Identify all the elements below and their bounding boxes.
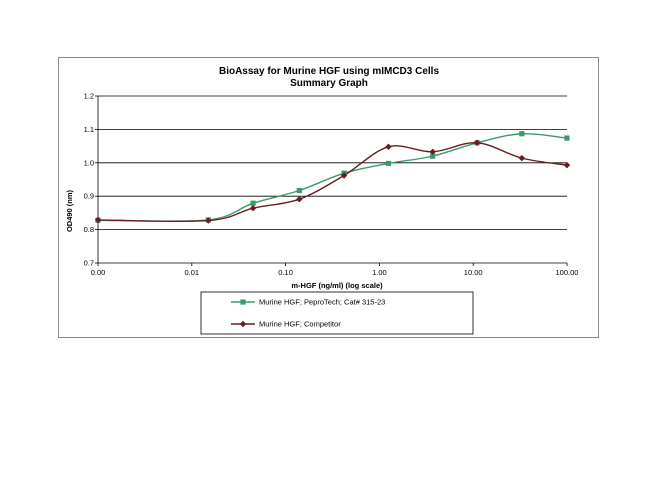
series-2-point xyxy=(296,196,303,203)
series-1-point xyxy=(385,160,392,167)
series-lines xyxy=(97,132,568,223)
legend-swatch-marker-2 xyxy=(239,320,247,328)
series-1-point xyxy=(430,153,436,159)
series-1-point xyxy=(250,200,256,206)
series-1-point xyxy=(296,187,302,194)
axes xyxy=(95,95,568,266)
chart-svg: BioAssay for Murine HGF using mIMCD3 Cel… xyxy=(65,66,579,335)
series-1-point xyxy=(564,135,570,141)
series-2-point xyxy=(473,139,481,146)
series-2-point xyxy=(429,148,436,155)
series-2-point xyxy=(94,216,102,224)
series-2-point xyxy=(205,217,212,224)
x-axis-label: m-HGF (ng/ml) (log scale) xyxy=(291,281,383,290)
chart-subtitle: Summary Graph xyxy=(290,78,368,89)
y-tick-labels: 0.7 0.8 0.9 1.0 1.1 1.2 xyxy=(84,92,94,268)
y-tick-label: 0.9 xyxy=(84,192,94,201)
series-2-point xyxy=(340,172,348,179)
legend-swatch-marker-1 xyxy=(240,299,246,305)
x-tick-label: 0.01 xyxy=(184,268,199,277)
series-2-point xyxy=(518,154,526,162)
y-tick-label: 0.8 xyxy=(84,225,94,234)
x-tick-label: 10.00 xyxy=(464,268,483,277)
series-line-1 xyxy=(97,132,568,222)
series-line-2 xyxy=(97,142,568,223)
chart-title: BioAssay for Murine HGF using mIMCD3 Cel… xyxy=(219,66,439,77)
legend-label-2: Murine HGF; Competitor xyxy=(259,320,341,329)
series-2-point xyxy=(385,143,392,150)
series-2-point xyxy=(249,205,257,212)
y-tick-label: 1.2 xyxy=(84,92,94,101)
x-tick-label: 100.00 xyxy=(556,268,579,277)
legend-entries: Murine HGF; PeproTech; Cat# 315-23 Murine… xyxy=(231,298,385,329)
legend-label-1: Murine HGF; PeproTech; Cat# 315-23 xyxy=(259,298,385,307)
series-1-point xyxy=(519,131,525,137)
series-2-point xyxy=(563,161,571,169)
chart-area: BioAssay for Murine HGF using mIMCD3 Cel… xyxy=(58,57,599,338)
x-tick-label: 0.10 xyxy=(278,268,293,277)
data-markers xyxy=(94,131,571,224)
x-tick-label: 1.00 xyxy=(372,268,387,277)
x-tick-label: 0.00 xyxy=(91,268,106,277)
y-tick-label: 0.7 xyxy=(84,259,94,268)
legend: Murine HGF; PeproTech; Cat# 315-23 Murine… xyxy=(200,291,474,335)
grid-lines xyxy=(98,95,567,231)
y-axis-label: OD490 (nm) xyxy=(65,189,74,232)
y-tick-label: 1.1 xyxy=(84,125,94,134)
y-tick-label: 1.0 xyxy=(84,158,94,167)
x-tick-labels: 0.00 0.01 0.10 1.00 10.00 100.00 xyxy=(91,268,579,277)
legend-box xyxy=(200,291,474,335)
